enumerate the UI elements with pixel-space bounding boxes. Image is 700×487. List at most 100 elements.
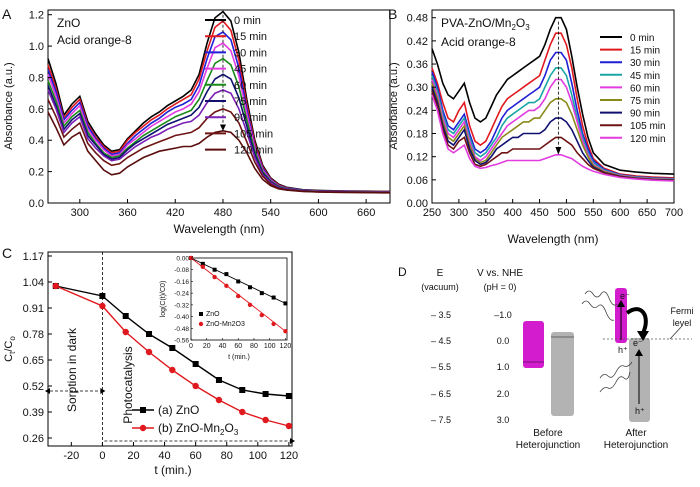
vacuum-tick-1: – 3.5 <box>431 310 451 320</box>
panel-a-legend-label-3: 45 min <box>234 64 267 76</box>
inset-point-b-7 <box>271 321 276 327</box>
after-label-1: After <box>625 428 647 439</box>
panel-a-legend-label-2: 30 min <box>234 47 267 59</box>
panel-letter-a: A <box>2 6 12 22</box>
panel-b-legend-label-7: 105 min <box>630 121 666 132</box>
inset-x-tick-label: 100 <box>264 343 276 350</box>
panel-b-y-tick-label: 0.36 <box>407 59 428 71</box>
panel-b-frame <box>431 9 675 204</box>
panel-c-y-tick-label: 0.78 <box>23 329 44 341</box>
panel-b-legend-label-5: 75 min <box>630 96 660 107</box>
panel-c-y-tick-label: 0.52 <box>23 381 44 393</box>
vacuum-tick-5: – 7.5 <box>431 415 451 425</box>
panel-c-y-tick-label: 0.91 <box>23 303 44 315</box>
panel-c-x-tick-label: 120 <box>280 450 298 462</box>
inset-point-b-8 <box>283 329 288 334</box>
panel-a-y-tick-label: 0.6 <box>29 104 44 116</box>
panel-c-light-span-arrow-right <box>290 438 295 444</box>
panel-a-series-line-2 <box>47 30 390 193</box>
diagram-e-label: E <box>437 268 444 279</box>
panel-b-legend-label-2: 30 min <box>630 58 660 69</box>
panel-c-point-a-1 <box>99 293 106 299</box>
panel-a-legend-label-0: 0 min <box>234 15 261 27</box>
nhe-tick-3: 1.0 <box>497 362 510 372</box>
panel-c-legend-label-b-b_mid: O <box>224 421 233 435</box>
panel-a-x-tick-label: 600 <box>309 207 327 219</box>
panel-b-y-tick-label: 0.00 <box>407 198 428 210</box>
fermi-level-pointer <box>669 325 683 340</box>
panel-a-x-tick-label: 480 <box>214 207 232 219</box>
panel-b-y-tick-label: 0.18 <box>407 129 428 141</box>
inset-y-tick-label: -0.08 <box>174 267 189 274</box>
vacuum-tick-4: – 6.5 <box>431 389 451 399</box>
panel-b-legend-label-3: 45 min <box>630 71 660 82</box>
panel-b-series-line-1 <box>431 32 675 179</box>
electron-label-mn2o3: e⁻ <box>620 291 630 301</box>
before-label-2: Heterojunction <box>516 440 580 451</box>
inset-y-tick-label: -0.56 <box>174 338 189 345</box>
panel-a-x-label: Wavelength (nm) <box>174 222 265 236</box>
inset-point-a-8 <box>283 301 288 306</box>
fermi-label-1: Fermi <box>671 306 694 316</box>
panel-a-frame <box>47 9 391 204</box>
nhe-tick-1: –1.0 <box>494 310 512 320</box>
panel-c-point-b-3 <box>145 348 153 356</box>
panel-b-series-line-5 <box>431 83 675 181</box>
panel-a-decay-arrow-head <box>219 124 226 131</box>
excitation-arrow-zno-head <box>635 349 643 356</box>
panel-a-x-tick-label: 660 <box>357 207 375 219</box>
panel-c-legend-marker-b <box>139 424 147 432</box>
panel-c-legend-label-b: (b) ZnO-Mn2O3 <box>158 421 239 437</box>
inset-legend-marker-b <box>198 321 204 327</box>
inset-point-b-6 <box>259 312 265 318</box>
inset-x-tick-label: 60 <box>234 343 242 350</box>
panel-c-point-b-7 <box>239 408 246 416</box>
panel-b-y-tick-label: 0.06 <box>407 175 428 187</box>
panel-c-y-label-main: C <box>3 354 15 362</box>
chart-panel-b: 250 300 350 400 450 500 550 600 650 700 0.00 0.06 0.… <box>388 9 683 246</box>
panel-a-legend-label-8: 120 min <box>234 145 273 157</box>
inset-legend-marker-a <box>199 312 203 316</box>
panel-c-point-b-1 <box>99 302 106 310</box>
inset-y-tick-label: -0.16 <box>174 279 189 286</box>
panel-a-x-tick-label: 420 <box>166 207 184 219</box>
inset-point-b-5 <box>247 302 253 308</box>
inset-legend-label-b: ZnO-Mn2O3 <box>206 321 245 328</box>
panel-c-legend-label-b-b_sub1: 2 <box>220 428 225 437</box>
panel-c-dark-span-arrow-left <box>45 388 50 394</box>
inset-point-a-1 <box>200 261 205 266</box>
photon-wave-4 <box>599 371 631 393</box>
electron-transfer-arrow-head <box>637 331 649 341</box>
panel-b-legend-label-6: 90 min <box>630 109 660 120</box>
panel-b-x-tick-label: 600 <box>611 207 629 219</box>
panel-c-point-a-7 <box>239 387 246 393</box>
panel-c-y-tick-label: 1.04 <box>23 277 44 289</box>
zno-band-bar-before <box>551 332 574 416</box>
panel-b-y-tick-label: 0.12 <box>407 152 428 164</box>
panel-c-point-b-9 <box>285 422 293 430</box>
panel-b-annotation-line-2: Acid orange-8 <box>441 35 516 49</box>
panel-b-x-label: Wavelength (nm) <box>508 232 599 246</box>
panel-a-y-tick-label: 0.0 <box>29 198 44 210</box>
panel-c-dark-span-arrow-right <box>100 388 106 394</box>
panel-b-x-tick-label: 450 <box>530 207 548 219</box>
panel-b-x-tick-label: 550 <box>584 207 602 219</box>
panel-c-x-tick-label: 60 <box>190 450 202 462</box>
panel-c-point-b-8 <box>262 416 269 424</box>
hole-label-zno: h⁺ <box>635 406 645 416</box>
panel-c-series-line-1 <box>55 285 290 427</box>
inset-point-a-5 <box>248 285 253 290</box>
panel-b-series-line-7 <box>431 90 675 182</box>
panel-a-y-label: Absorbance (a.u.) <box>3 62 15 149</box>
panel-c-y-label-sub1: t <box>8 351 17 354</box>
inset-frame <box>190 257 288 341</box>
panel-b-x-tick-label: 350 <box>477 207 495 219</box>
after-label-2: Heterojunction <box>604 440 668 451</box>
inset-point-b-3 <box>224 283 229 289</box>
band-diagram: E (vacuum) V vs. NHE (pH = 0) – 3.5 – 4.… <box>421 268 693 451</box>
panel-a-x-tick-label: 300 <box>71 207 89 219</box>
panel-c-point-a-8 <box>262 391 269 397</box>
inset-y-tick-label: -0.32 <box>174 302 189 309</box>
panel-b-x-tick-label: 500 <box>557 207 575 219</box>
panel-a-legend-label-5: 75 min <box>234 96 267 108</box>
